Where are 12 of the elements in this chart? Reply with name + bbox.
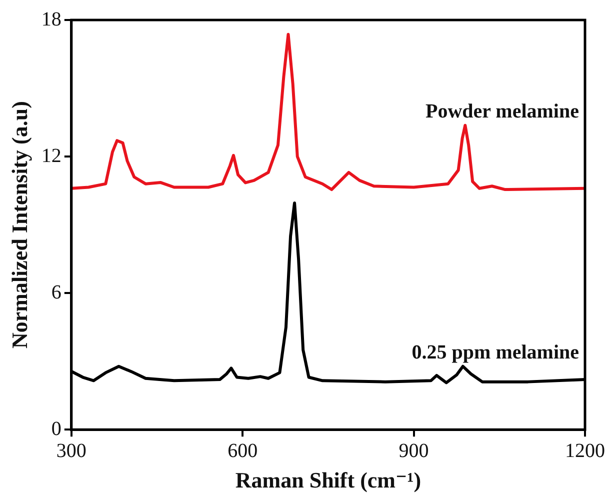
y-tick-label: 12: [41, 144, 62, 167]
series-label: 0.25 ppm melamine: [412, 341, 580, 364]
x-tick-label: 600: [228, 440, 258, 462]
series-label: Powder melamine: [426, 100, 580, 122]
y-tick-label: 18: [41, 8, 62, 30]
x-tick-label: 1200: [565, 440, 605, 462]
y-tick-label: 0: [51, 418, 62, 440]
x-tick-label: 300: [56, 440, 86, 462]
y-tick-label: 6: [51, 281, 62, 304]
y-axis-title: Normalized Intensity (a.u): [6, 101, 32, 349]
x-axis-title: Raman Shift (cm⁻¹): [235, 467, 422, 492]
x-tick-label: 900: [398, 440, 429, 462]
